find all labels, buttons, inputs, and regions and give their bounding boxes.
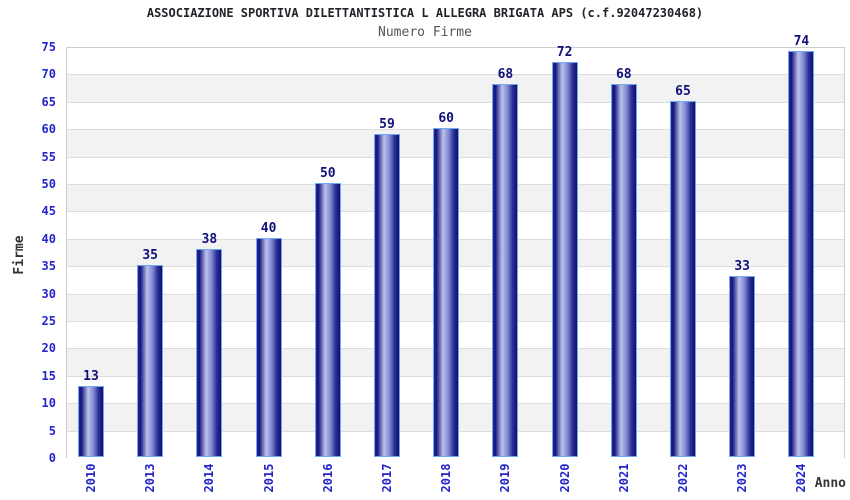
bar-value-label: 13 bbox=[83, 369, 99, 384]
bar bbox=[314, 183, 341, 457]
x-tick-label: 2024 bbox=[794, 463, 809, 493]
bar bbox=[670, 101, 696, 457]
bar bbox=[374, 134, 400, 457]
x-tick-label: 2022 bbox=[676, 463, 690, 493]
bar bbox=[729, 276, 756, 457]
x-tick-label: 2023 bbox=[735, 463, 750, 493]
bar bbox=[610, 84, 637, 457]
bar-value-label: 65 bbox=[675, 84, 691, 99]
x-tick-label: 2016 bbox=[320, 463, 335, 493]
y-tick-label: 5 bbox=[48, 423, 56, 438]
y-tick-label: 50 bbox=[41, 177, 56, 191]
band bbox=[67, 75, 844, 103]
bar-value-label: 33 bbox=[734, 259, 751, 274]
y-tick-label: 30 bbox=[41, 286, 56, 301]
bar-value-label: 72 bbox=[556, 45, 573, 60]
bar bbox=[788, 51, 815, 457]
y-tick-label: 55 bbox=[41, 149, 56, 164]
y-tick-label: 20 bbox=[41, 341, 56, 356]
y-tick-label: 75 bbox=[41, 40, 56, 54]
bar-value-label: 38 bbox=[201, 232, 218, 247]
bar bbox=[551, 62, 578, 457]
band bbox=[67, 102, 844, 131]
bar-value-label: 50 bbox=[319, 166, 336, 181]
x-tick-label: 2014 bbox=[202, 463, 217, 493]
bar-value-label: 60 bbox=[438, 111, 455, 126]
x-tick-label: 2015 bbox=[261, 463, 276, 493]
y-tick-label: 10 bbox=[41, 396, 56, 411]
x-axis-label: Anno bbox=[814, 476, 846, 491]
gridline bbox=[67, 101, 844, 103]
x-tick-label: 2017 bbox=[380, 463, 394, 493]
chart-subtitle: Numero Firme bbox=[378, 25, 472, 40]
bar-value-label: 74 bbox=[793, 34, 810, 49]
bar bbox=[196, 249, 223, 457]
gridline bbox=[67, 74, 844, 76]
bar bbox=[78, 386, 104, 457]
bar-value-label: 40 bbox=[260, 221, 277, 236]
bar-value-label: 59 bbox=[379, 117, 395, 132]
bar-value-label: 68 bbox=[497, 67, 514, 82]
bar-value-label: 35 bbox=[142, 248, 159, 263]
x-tick-label: 2020 bbox=[557, 463, 572, 493]
y-tick-label: 35 bbox=[41, 259, 56, 274]
y-tick-label: 45 bbox=[41, 204, 56, 219]
bar bbox=[137, 265, 164, 457]
y-tick-label: 0 bbox=[48, 451, 56, 465]
x-tick-label: 2010 bbox=[84, 463, 98, 493]
chart-title: ASSOCIAZIONE SPORTIVA DILETTANTISTICA L … bbox=[146, 6, 704, 20]
bar bbox=[433, 128, 460, 457]
bar bbox=[255, 238, 282, 457]
x-tick-label: 2013 bbox=[143, 463, 158, 493]
y-tick-label: 40 bbox=[41, 231, 56, 246]
y-tick-label: 70 bbox=[41, 67, 56, 82]
band bbox=[67, 48, 844, 76]
x-tick-label: 2021 bbox=[616, 463, 631, 493]
y-tick-label: 65 bbox=[41, 94, 56, 109]
y-tick-label: 60 bbox=[41, 122, 56, 137]
bar-value-label: 68 bbox=[615, 67, 632, 82]
bar bbox=[492, 84, 519, 457]
y-tick-label: 15 bbox=[41, 368, 56, 383]
x-tick-label: 2019 bbox=[498, 463, 513, 493]
x-tick-label: 2018 bbox=[439, 463, 454, 493]
y-tick-label: 25 bbox=[41, 314, 56, 328]
